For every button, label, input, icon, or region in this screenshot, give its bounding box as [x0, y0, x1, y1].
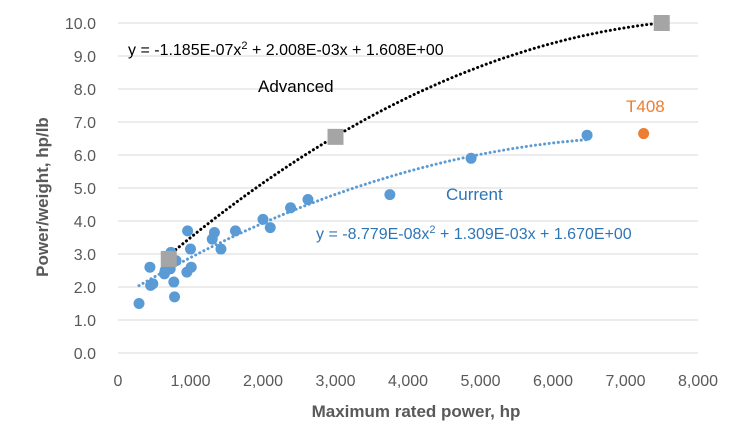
x-tick-label: 8,000 — [678, 373, 718, 390]
current-point — [384, 189, 396, 201]
current-trend-equation: y = -8.779E-08x2 + 1.309E-03x + 1.670E+0… — [316, 224, 632, 243]
x-tick-label: 6,000 — [533, 373, 573, 390]
current-point — [169, 291, 181, 303]
current-point — [147, 278, 159, 290]
y-tick-label: 6.0 — [74, 148, 96, 165]
current-trendline — [137, 138, 589, 288]
current-point — [144, 261, 156, 273]
current-point — [182, 225, 194, 237]
current-point — [264, 222, 276, 234]
x-tick-label: 7,000 — [605, 373, 645, 390]
current-point — [581, 129, 593, 141]
current-point — [257, 213, 269, 225]
x-tick-label: 1,000 — [170, 373, 210, 390]
current-point — [185, 261, 197, 273]
current-point — [285, 202, 297, 214]
advanced-series-label: Advanced — [258, 77, 334, 96]
y-tick-label: 9.0 — [74, 49, 96, 66]
x-tick-labels: 0 1,000 2,000 3,000 4,000 5,000 6,000 7,000 8,00… — [114, 373, 719, 390]
y-tick-label: 10.0 — [65, 16, 96, 33]
x-tick-label: 2,000 — [243, 373, 283, 390]
y-tick-label: 8.0 — [74, 82, 96, 99]
current-point — [215, 243, 227, 255]
current-point — [168, 276, 180, 288]
t408-point — [638, 128, 650, 140]
y-tick-label: 2.0 — [74, 280, 96, 297]
current-series-label: Current — [446, 185, 503, 204]
y-tick-label: 7.0 — [74, 115, 96, 132]
y-tick-label: 5.0 — [74, 181, 96, 198]
current-point — [302, 194, 314, 206]
y-tick-label: 4.0 — [74, 214, 96, 231]
x-tick-label: 3,000 — [315, 373, 355, 390]
x-axis-title: Maximum rated power, hp — [312, 402, 521, 421]
advanced-point — [327, 128, 344, 145]
advanced-trendline — [163, 21, 664, 260]
data-points — [133, 15, 670, 309]
y-tick-labels: 0.0 1.0 2.0 3.0 4.0 5.0 6.0 7.0 8.0 9.0 10.0 — [65, 16, 96, 363]
y-tick-label: 3.0 — [74, 247, 96, 264]
current-point — [133, 298, 145, 309]
current-point — [465, 152, 477, 164]
y-tick-label: 1.0 — [74, 313, 96, 330]
gridlines — [118, 22, 698, 321]
x-tick-label: 4,000 — [388, 373, 428, 390]
x-tick-label: 5,000 — [460, 373, 500, 390]
advanced-point — [160, 250, 177, 267]
y-axis-title: Power/weight, hp/lb — [33, 117, 52, 277]
t408-label: T408 — [626, 97, 665, 116]
y-tick-label: 0.0 — [74, 346, 96, 363]
x-tick-label: 0 — [114, 373, 123, 390]
current-point — [208, 227, 220, 239]
trendlines — [137, 21, 664, 288]
advanced-trend-equation: y = -1.185E-07x2 + 2.008E-03x + 1.608E+0… — [128, 40, 444, 59]
current-point — [185, 243, 196, 255]
current-point — [229, 225, 241, 237]
advanced-point — [653, 15, 670, 31]
